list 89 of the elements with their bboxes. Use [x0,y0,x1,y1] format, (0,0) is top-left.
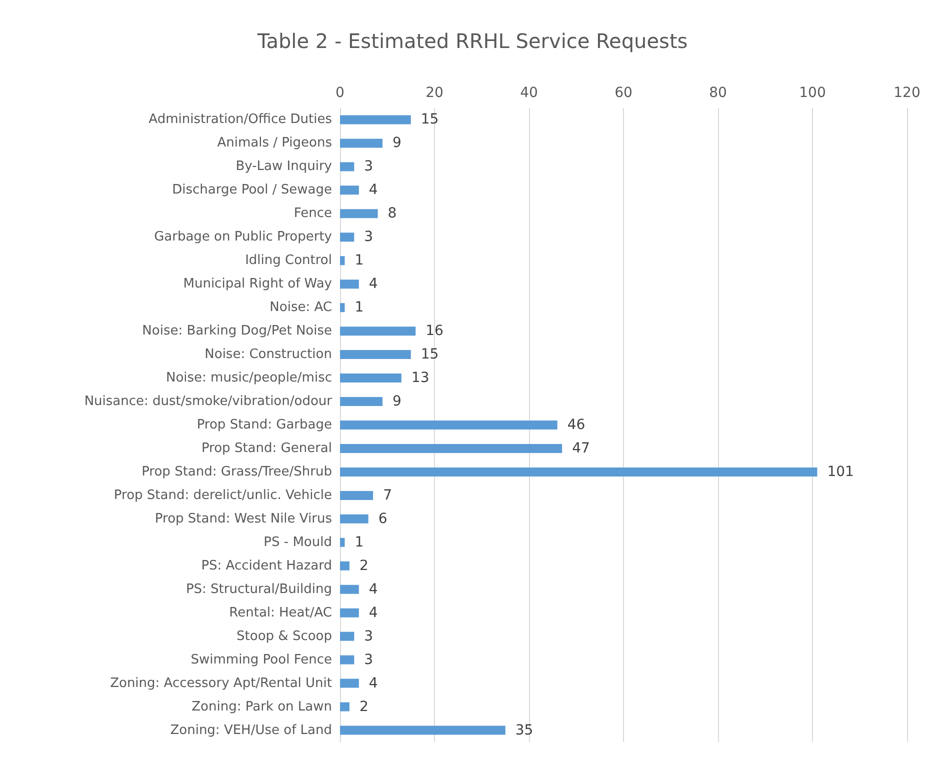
bar [340,538,345,547]
y-tick-label: Animals / Pigeons [217,136,332,151]
y-tick-label: PS: Structural/Building [186,582,332,597]
data-label: 47 [572,440,590,456]
data-label: 15 [420,346,439,363]
y-tick-label: Zoning: Accessory Apt/Rental Unit [110,676,332,691]
bar [340,374,402,383]
bar [340,256,345,266]
y-tick-label: Prop Stand: Garbage [196,418,332,432]
data-label: 3 [364,229,374,246]
y-tick-label: Noise: music/people/misc [166,370,332,386]
y-tick-label: Discharge Pool / Sewage [172,182,332,198]
data-label: 101 [827,464,854,480]
data-label: 7 [383,487,392,504]
x-tick-label: 120 [894,85,920,101]
data-label: 3 [364,652,374,668]
y-tick-label: Prop Stand: General [201,440,332,456]
y-tick-label: Garbage on Public Property [154,230,332,245]
bar [340,655,354,664]
bar [340,138,383,148]
bar [340,397,383,406]
y-tick-label: PS: Accident Hazard [201,558,332,574]
bar [340,444,562,453]
y-tick-label: Municipal Right of Way [183,276,332,292]
x-tick-label: 40 [520,85,538,101]
y-tick-label: By-Law Inquiry [236,159,332,174]
data-label: 4 [368,675,378,692]
bar [340,303,345,312]
data-label: 1 [354,252,364,269]
chart-title: Table 2 - Estimated RRHL Service Requests [256,29,688,53]
x-tick-label: 0 [336,85,344,101]
y-tick-label: PS - Mould [264,534,332,550]
y-tick-label: Noise: Construction [204,347,332,362]
y-tick-label: Stoop & Scoop [236,628,332,644]
y-tick-label: Zoning: VEH/Use of Land [170,722,332,738]
bar [340,350,411,360]
y-tick-label: Swimming Pool Fence [190,652,332,668]
data-label: 2 [359,698,368,715]
data-label: 4 [368,276,378,292]
y-tick-label: Fence [294,206,332,222]
y-tick-label: Noise: Barking Dog/Pet Noise [142,324,332,339]
data-label: 4 [368,604,378,621]
y-tick-label: Prop Stand: West Nile Virus [154,511,332,526]
y-tick-label: Administration/Office Duties [148,112,332,128]
y-tick-label: Zoning: Park on Lawn [192,699,332,714]
bar [340,490,374,500]
y-tick-label: Prop Stand: Grass/Tree/Shrub [142,464,332,480]
data-label: 16 [426,323,444,340]
bar [340,280,359,289]
bar [340,584,359,594]
x-tick-label: 20 [426,85,444,101]
bar [340,186,359,195]
data-label: 35 [515,722,534,738]
bar [340,702,350,712]
bar [340,420,558,430]
data-label: 15 [420,112,439,128]
data-label: 46 [567,417,586,433]
bar [340,232,354,242]
data-label: 4 [368,581,378,598]
bar [340,608,359,618]
x-tick-label: 60 [614,85,632,101]
bar [340,726,506,735]
bar [340,632,354,641]
data-label: 2 [359,558,368,574]
data-label: 1 [354,534,364,550]
bar [340,115,411,124]
data-label: 8 [388,206,397,222]
y-tick-label: Prop Stand: derelict/unlic. Vehicle [114,488,332,503]
bar [340,326,416,336]
data-label: 9 [392,394,402,410]
data-label: 3 [364,158,374,175]
bar [340,561,350,570]
data-label: 9 [392,135,402,152]
y-tick-label: Rental: Heat/AC [229,605,332,620]
data-label: 1 [354,300,364,316]
data-label: 6 [378,510,388,527]
bar [340,209,378,218]
y-tick-label: Nuisance: dust/smoke/vibration/odour [84,394,333,410]
data-label: 13 [411,370,430,386]
x-tick-label: 80 [709,85,727,101]
y-tick-label: Idling Control [245,253,332,268]
bar [340,467,818,476]
bar [340,162,354,172]
data-label: 3 [364,628,374,644]
bar [340,514,368,524]
y-tick-label: Noise: AC [270,300,332,316]
data-label: 4 [368,182,378,198]
x-tick-label: 100 [799,85,826,101]
bar [340,678,359,688]
